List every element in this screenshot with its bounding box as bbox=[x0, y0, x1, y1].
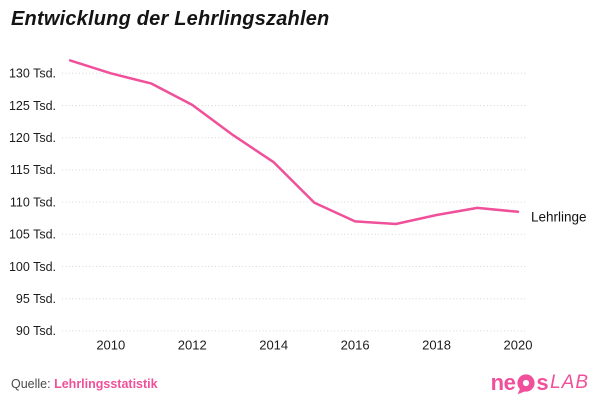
source-link[interactable]: Lehrlingsstatistik bbox=[54, 377, 158, 391]
chart-title: Entwicklung der Lehrlingszahlen bbox=[11, 8, 330, 30]
y-tick-label: 120 Tsd. bbox=[9, 131, 56, 145]
logo-text-s: s bbox=[536, 370, 549, 395]
y-tick-label: 130 Tsd. bbox=[9, 67, 56, 81]
y-tick-label: 125 Tsd. bbox=[9, 99, 56, 113]
y-tick-label: 115 Tsd. bbox=[10, 163, 56, 177]
series-end-label: Lehrlinge bbox=[531, 209, 587, 224]
logo-text-ne: ne bbox=[490, 370, 516, 395]
y-tick-label: 110 Tsd. bbox=[10, 195, 56, 209]
x-tick-label: 2016 bbox=[341, 338, 370, 353]
source-line: Quelle: Lehrlingsstatistik bbox=[11, 377, 158, 391]
speech-bubble-icon bbox=[517, 374, 535, 395]
x-tick-label: 2020 bbox=[504, 338, 533, 353]
x-tick-label: 2014 bbox=[259, 338, 288, 353]
logo-text-lab: LAB bbox=[550, 372, 589, 393]
neos-lab-logo: ne s LAB bbox=[491, 370, 589, 396]
y-tick-label: 95 Tsd. bbox=[16, 292, 56, 306]
y-tick-label: 90 Tsd. bbox=[16, 324, 56, 338]
y-tick-label: 105 Tsd. bbox=[9, 228, 56, 242]
x-tick-label: 2018 bbox=[422, 338, 451, 353]
line-chart-plot-area: 130 Tsd. 125 Tsd. 120 Tsd. 115 Tsd. 110 Tsd.… bbox=[9, 59, 587, 353]
source-label: Quelle: bbox=[11, 377, 51, 391]
x-tick-label: 2012 bbox=[178, 338, 207, 353]
y-tick-label: 100 Tsd. bbox=[9, 260, 56, 274]
x-tick-label: 2010 bbox=[96, 338, 125, 353]
data-line-lehrlinge bbox=[68, 59, 520, 226]
